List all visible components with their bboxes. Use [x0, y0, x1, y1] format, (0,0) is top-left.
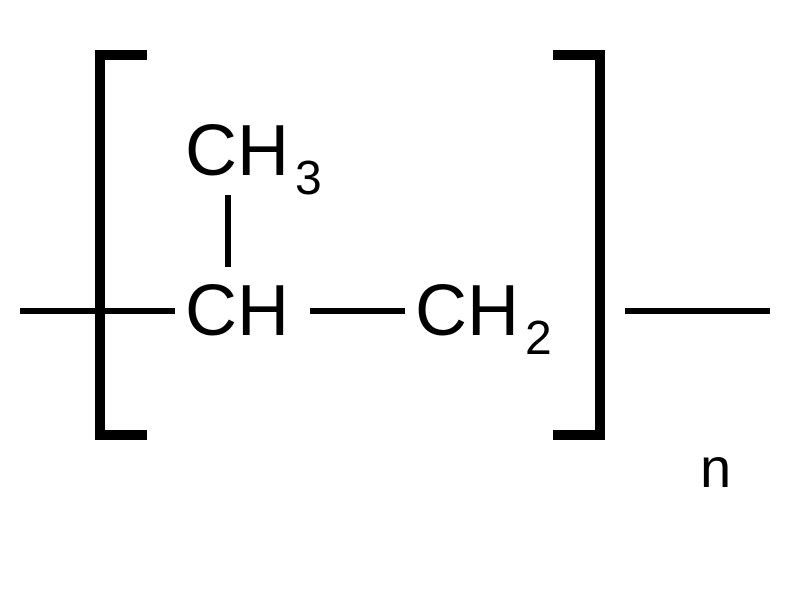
ch-group: CH: [185, 275, 289, 347]
right-bracket-bottom-tick: [553, 430, 605, 440]
right-bracket-top-tick: [553, 50, 605, 60]
repeat-count-label: n: [700, 440, 731, 496]
left-bracket-top-tick: [95, 50, 147, 60]
methyl-subscript: 3: [295, 155, 322, 203]
polymer-structure-diagram: CH 3 CH CH 2 n: [0, 0, 800, 600]
bond-left-chain: [20, 308, 175, 314]
right-bracket-vertical: [595, 50, 605, 440]
ch2-group: CH: [415, 275, 519, 347]
ch2-subscript: 2: [525, 315, 552, 363]
bond-center: [310, 308, 405, 314]
methyl-group: CH: [185, 115, 289, 187]
bond-right-chain: [625, 308, 770, 314]
left-bracket-bottom-tick: [95, 430, 147, 440]
bond-vertical: [225, 195, 231, 267]
left-bracket-vertical: [95, 50, 105, 440]
